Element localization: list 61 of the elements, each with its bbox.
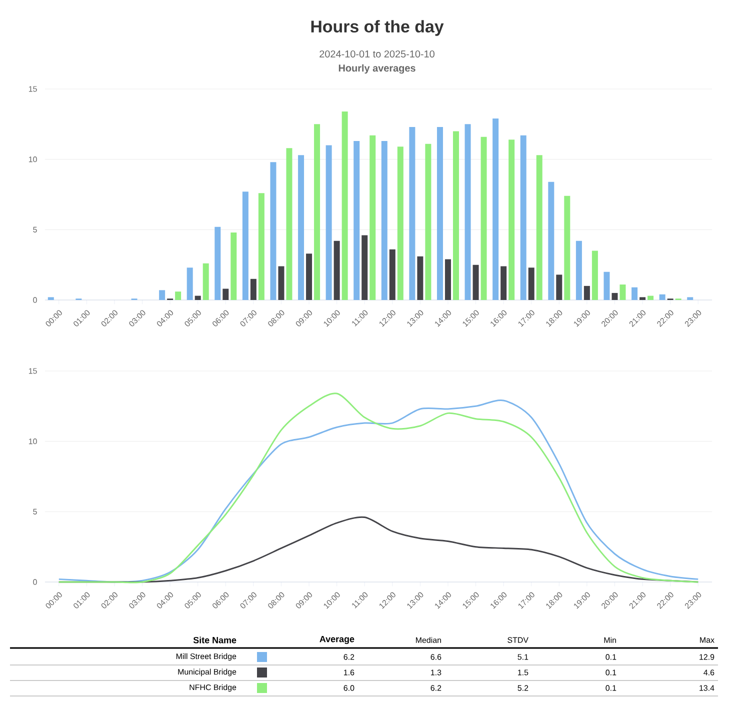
bar xyxy=(687,297,694,300)
chart-subtitle: 2024-10-01 to 2025-10-10 xyxy=(320,50,434,58)
bar xyxy=(362,235,368,300)
bar xyxy=(452,131,459,300)
bar xyxy=(250,278,256,300)
bar xyxy=(334,240,340,300)
bar xyxy=(194,296,201,300)
bar xyxy=(520,135,526,300)
bar xyxy=(370,135,376,300)
bar xyxy=(397,146,404,300)
bar xyxy=(632,287,638,300)
bar xyxy=(500,266,507,300)
bar xyxy=(564,196,570,300)
bar xyxy=(508,140,515,300)
legend-title: Site Name xyxy=(193,636,236,644)
bar xyxy=(536,155,542,300)
bar xyxy=(592,250,598,300)
chart-title: Hours of the day xyxy=(311,20,444,36)
bar xyxy=(242,192,248,300)
bar xyxy=(314,124,320,300)
bar xyxy=(444,259,451,300)
bar xyxy=(409,126,416,300)
bar xyxy=(48,297,54,300)
bar xyxy=(389,249,396,300)
bar xyxy=(528,268,534,300)
bar xyxy=(464,124,471,300)
bar xyxy=(159,290,166,300)
bar xyxy=(326,145,332,300)
bar xyxy=(354,141,360,300)
bar xyxy=(278,266,284,300)
bar xyxy=(556,274,562,300)
bar xyxy=(286,148,292,300)
bar xyxy=(425,144,432,300)
bar xyxy=(306,254,312,300)
bar xyxy=(175,292,182,300)
bar xyxy=(381,141,388,300)
bar xyxy=(214,226,221,300)
bar xyxy=(604,272,610,300)
text: Average xyxy=(320,636,354,644)
bar xyxy=(620,284,626,300)
bar xyxy=(659,294,666,300)
bar xyxy=(612,292,618,300)
bar xyxy=(492,118,499,300)
text: Hourly averages xyxy=(338,64,416,74)
bar xyxy=(222,288,229,300)
bar xyxy=(298,155,304,300)
bar xyxy=(417,256,424,300)
bar xyxy=(576,240,582,300)
bar xyxy=(584,286,590,300)
bar xyxy=(186,268,193,300)
bar xyxy=(270,162,276,300)
bar xyxy=(202,263,209,300)
bar xyxy=(472,264,479,300)
bar xyxy=(342,112,348,300)
bar xyxy=(548,182,554,300)
bar xyxy=(258,193,264,300)
bar xyxy=(436,126,443,300)
bar xyxy=(640,297,646,300)
bar xyxy=(230,232,237,300)
bar xyxy=(648,296,654,300)
bar xyxy=(480,136,487,300)
